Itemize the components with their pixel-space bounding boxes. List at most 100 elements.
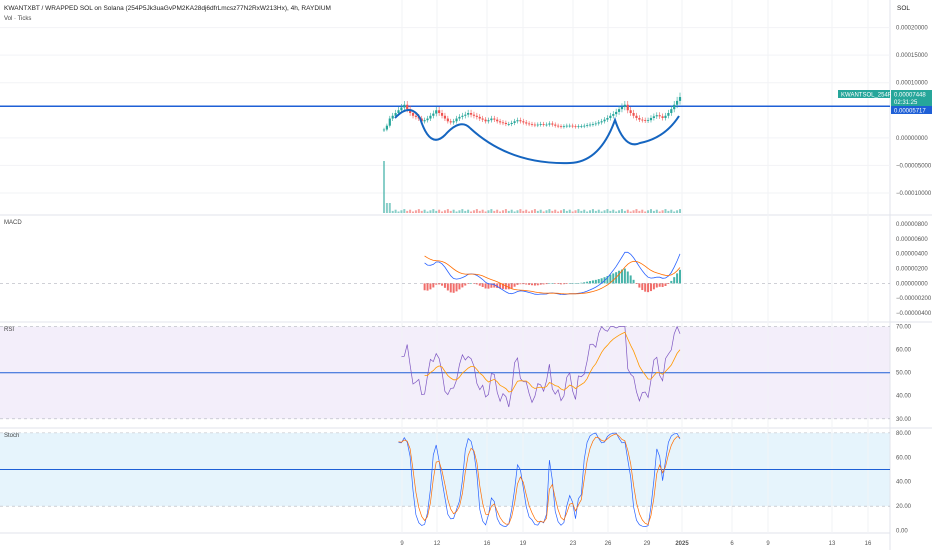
candle-body — [539, 124, 542, 125]
macd-histogram-bar — [516, 283, 519, 285]
volume-bar — [603, 210, 606, 213]
candle-body — [583, 125, 586, 127]
macd-histogram-bar — [499, 283, 502, 289]
price-tick-label: −0.00010000 — [896, 191, 932, 197]
candle-body — [591, 124, 595, 125]
stoch-pane-label[interactable]: Stoch — [4, 433, 19, 439]
macd-histogram-bar — [620, 269, 623, 284]
rsi-tick-label: 30.00 — [896, 417, 912, 423]
candle-body — [603, 119, 606, 122]
volume-bar — [664, 209, 667, 213]
candle-body — [429, 115, 432, 119]
macd-histogram-bar — [635, 283, 638, 284]
volume-bar — [409, 209, 412, 213]
stoch-k-line — [398, 432, 681, 527]
macd-histogram-bar — [589, 281, 592, 284]
candle-body — [475, 115, 478, 117]
level-price-tag — [891, 106, 932, 114]
chart-title[interactable]: KWANTXBT / WRAPPED SOL on Solana (254P5J… — [4, 5, 331, 12]
volume-bar — [679, 209, 681, 213]
macd-histogram-bar — [464, 283, 467, 286]
candle-body — [493, 118, 496, 120]
candle-body — [406, 104, 409, 110]
candle-body — [513, 121, 516, 123]
volume-bar — [554, 209, 557, 213]
macd-pane-label[interactable]: MACD — [4, 220, 22, 226]
candle-body — [617, 109, 621, 112]
volume-bar — [441, 211, 444, 213]
candle-body — [496, 119, 499, 122]
macd-histogram-bar — [458, 283, 461, 290]
macd-histogram-bar — [667, 283, 670, 284]
macd-histogram-bar — [441, 283, 444, 286]
volume-bar — [475, 209, 478, 213]
user-drawings[interactable] — [394, 109, 680, 165]
volume-bar — [667, 210, 670, 213]
volume-bar — [426, 211, 429, 213]
candle-body — [426, 118, 429, 121]
macd-histogram-bar — [470, 283, 473, 284]
volume-bar — [435, 210, 438, 213]
rsi-line — [401, 325, 681, 408]
macd-histogram-bar — [594, 279, 597, 284]
volume-indicator-label[interactable]: Vol · Ticks — [4, 16, 31, 22]
macd-histogram-bar — [664, 283, 667, 286]
rsi-pane-label[interactable]: RSI — [4, 327, 14, 333]
candle-body — [673, 104, 676, 110]
volume-bar — [539, 209, 542, 213]
volume-bar — [612, 209, 615, 213]
candle-body — [597, 122, 600, 124]
macd-histogram-bar — [484, 283, 487, 289]
volume-bar — [649, 209, 652, 213]
candle-body — [646, 120, 650, 121]
volume-bar — [510, 209, 513, 213]
volume-bar — [536, 210, 539, 213]
candle-body — [385, 125, 389, 130]
volume-bar — [528, 211, 531, 213]
volume-bar — [461, 209, 464, 213]
macd-histogram-bar — [618, 270, 621, 284]
macd-histogram-bar — [426, 283, 429, 291]
macd-histogram-bar — [562, 283, 565, 285]
volume-bar — [496, 209, 499, 213]
time-tick-label: 9 — [400, 541, 404, 547]
macd-histogram-bar — [536, 283, 539, 286]
macd-histogram-bar — [455, 283, 458, 292]
volume-bar — [583, 209, 586, 213]
volume-bar — [412, 211, 415, 213]
time-tick-label: 2025 — [675, 541, 689, 547]
candle-body — [478, 116, 481, 119]
candle-body — [530, 124, 534, 125]
candle-body — [455, 118, 458, 122]
macd-histogram-bar — [577, 282, 580, 284]
volume-bar — [472, 210, 475, 213]
volume-bar — [589, 210, 592, 213]
candle-body — [667, 113, 670, 116]
volume-bar — [551, 210, 554, 213]
candle-body — [484, 119, 487, 122]
volume-bar — [676, 210, 679, 213]
volume-bar — [385, 203, 388, 213]
macd-histogram-bar — [452, 283, 455, 293]
macd-histogram-bar — [519, 283, 522, 285]
macd-histogram-bar — [481, 283, 484, 287]
volume-bar — [522, 210, 525, 213]
volume-bar — [652, 210, 655, 213]
volume-bar — [647, 210, 650, 213]
currency-label[interactable]: SOL — [897, 5, 910, 12]
macd-histogram-bar — [647, 283, 650, 293]
macd-histogram-bar — [591, 280, 594, 284]
macd-histogram-bar — [539, 283, 542, 285]
candle-body — [588, 124, 592, 126]
candle-body — [536, 124, 539, 126]
candle-body — [542, 124, 545, 125]
volume-bar — [446, 209, 449, 213]
candle-body — [632, 113, 635, 116]
volume-bar — [417, 209, 420, 213]
candle-body — [649, 117, 653, 121]
candle-body — [635, 115, 638, 118]
volume-bar — [606, 209, 609, 213]
macd-histogram-bar — [443, 283, 446, 288]
symbol-tag — [838, 90, 890, 98]
